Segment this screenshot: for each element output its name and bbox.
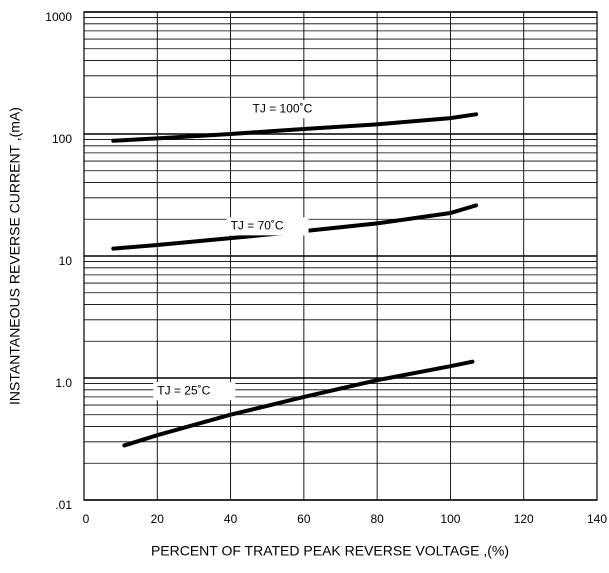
- series-line: [111, 112, 479, 143]
- x-tick-label: 80: [370, 512, 384, 526]
- x-tick-label: 100: [440, 512, 460, 526]
- series-label-bg: [226, 217, 309, 236]
- series-label: TJ = 70˚C: [231, 219, 284, 233]
- y-tick-label: 1.0: [55, 376, 72, 390]
- x-tick-label: 120: [514, 512, 534, 526]
- x-axis-label: PERCENT OF TRATED PEAK REVERSE VOLTAGE ,…: [151, 543, 509, 559]
- y-tick-label: .01: [55, 498, 72, 512]
- x-tick-label: 60: [297, 512, 311, 526]
- plot-frame: [83, 11, 598, 501]
- x-tick-label: 40: [224, 512, 238, 526]
- y-tick-label: 100: [52, 132, 72, 146]
- series-label: TJ = 100˚C: [253, 101, 313, 115]
- y-axis-label: INSTANTANEOUS REVERSE CURRENT ,(mA): [7, 107, 23, 405]
- x-tick-label: 140: [587, 512, 607, 526]
- x-tick-label: 20: [151, 512, 165, 526]
- series-label-bg: [248, 100, 331, 119]
- series-label: TJ = 25˚C: [157, 383, 210, 397]
- series-line: [122, 359, 475, 448]
- y-tick-label: 10: [59, 254, 73, 268]
- y-tick-label: 1000: [45, 10, 72, 24]
- x-tick-label: 0: [83, 512, 90, 526]
- series-label-bg: [153, 382, 236, 401]
